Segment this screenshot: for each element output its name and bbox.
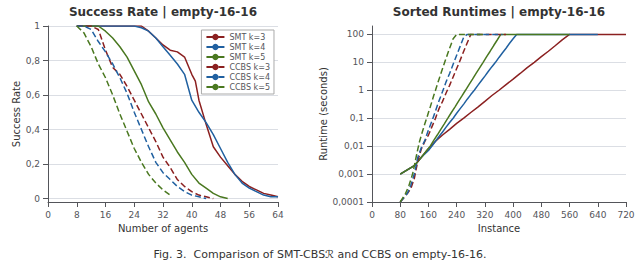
svg-text:8: 8 [74, 210, 80, 220]
svg-text:Success Rate: Success Rate [11, 81, 22, 147]
svg-text:CCBS k=5: CCBS k=5 [229, 83, 270, 92]
svg-text:SMT k=3: SMT k=3 [229, 33, 265, 42]
svg-text:48: 48 [215, 210, 227, 220]
svg-text:80: 80 [394, 210, 406, 220]
svg-text:480: 480 [533, 210, 550, 220]
svg-text:SMT k=5: SMT k=5 [229, 53, 265, 62]
svg-text:56: 56 [244, 210, 256, 220]
svg-text:160: 160 [420, 210, 437, 220]
svg-text:Runtime (seconds): Runtime (seconds) [318, 67, 329, 161]
svg-text:CCBS k=4: CCBS k=4 [229, 73, 270, 82]
svg-text:560: 560 [561, 210, 578, 220]
svg-text:0,8: 0,8 [26, 56, 41, 66]
svg-text:Sorted Runtimes | empty-16-16: Sorted Runtimes | empty-16-16 [393, 5, 605, 19]
svg-text:40: 40 [186, 210, 198, 220]
svg-text:Instance: Instance [478, 223, 521, 234]
svg-text:24: 24 [129, 210, 141, 220]
svg-text:0: 0 [45, 210, 51, 220]
svg-text:32: 32 [157, 210, 168, 220]
svg-text:1: 1 [358, 85, 364, 95]
svg-text:Fig. 3. Comparison of SMT-CBS: Fig. 3. Comparison of SMT-CBSℛ and CCBS … [153, 248, 486, 261]
svg-text:0,0001: 0,0001 [333, 197, 365, 207]
svg-text:320: 320 [476, 210, 493, 220]
svg-text:0: 0 [34, 194, 40, 204]
svg-text:720: 720 [617, 210, 634, 220]
svg-text:0,6: 0,6 [26, 90, 41, 100]
svg-text:640: 640 [589, 210, 606, 220]
svg-text:100: 100 [347, 29, 364, 39]
svg-text:64: 64 [272, 210, 284, 220]
svg-text:0,001: 0,001 [338, 169, 364, 179]
svg-text:Success Rate | empty-16-16: Success Rate | empty-16-16 [69, 5, 257, 19]
svg-text:0: 0 [369, 210, 375, 220]
svg-text:CCBS k=3: CCBS k=3 [229, 63, 270, 72]
svg-text:0,2: 0,2 [26, 159, 40, 169]
svg-text:1: 1 [34, 21, 40, 31]
svg-text:Number of agents: Number of agents [118, 223, 208, 234]
svg-text:240: 240 [448, 210, 465, 220]
svg-text:400: 400 [505, 210, 522, 220]
svg-text:SMT k=4: SMT k=4 [229, 43, 265, 52]
svg-text:0,4: 0,4 [26, 125, 41, 135]
svg-text:16: 16 [100, 210, 112, 220]
svg-text:10: 10 [353, 57, 365, 67]
svg-text:0,1: 0,1 [350, 113, 364, 123]
svg-text:0,01: 0,01 [344, 141, 364, 151]
